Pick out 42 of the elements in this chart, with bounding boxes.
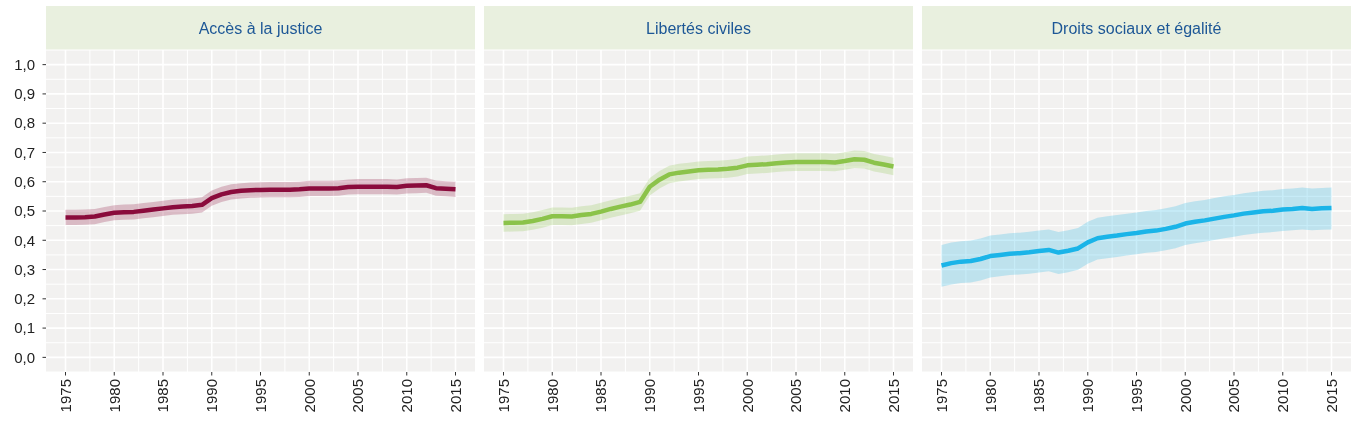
y-tick-label: 0,7 <box>14 143 35 161</box>
x-tick-label: 1975 <box>932 379 950 413</box>
x-tick-label: 2015 <box>884 379 902 413</box>
x-tick-label: 1995 <box>251 379 269 413</box>
x-tick-label: 2010 <box>398 379 415 413</box>
x-tick-label: 2015 <box>1322 379 1340 413</box>
chart-title: Libertés civiles <box>646 20 751 37</box>
x-tick-label: 1980 <box>981 379 999 413</box>
x-tick-label: 1975 <box>56 379 74 413</box>
y-tick-label: 0,3 <box>14 260 35 278</box>
line-series <box>63 182 458 220</box>
x-tick-label: 2010 <box>1274 379 1291 413</box>
x-tick-label: 1990 <box>203 379 220 413</box>
x-tick-label: 2000 <box>1176 379 1194 413</box>
y-tick-label: 0,1 <box>14 319 35 337</box>
x-tick-label: 1990 <box>1079 379 1096 413</box>
x-tick-label: 2000 <box>300 379 318 413</box>
x-tick-label: 1990 <box>641 379 658 413</box>
y-tick-label: 0,8 <box>14 114 35 132</box>
y-tick-label: 0,2 <box>14 290 35 308</box>
x-tick-label: 2005 <box>349 379 367 413</box>
x-tick-label: 1975 <box>494 379 512 413</box>
x-tick-label: 2010 <box>836 379 853 413</box>
x-tick-label: 1985 <box>1030 379 1048 413</box>
y-tick-label: 0,0 <box>14 348 35 366</box>
y-tick-label: 1,0 <box>14 55 35 73</box>
chart-title: Droits sociaux et égalité <box>1051 20 1222 37</box>
x-tick-label: 2005 <box>1225 379 1243 413</box>
x-tick-label: 1985 <box>592 379 610 413</box>
x-tick-label: 2005 <box>787 379 805 413</box>
x-tick-label: 2000 <box>738 379 756 413</box>
y-tick-label: 0,4 <box>14 231 35 249</box>
x-tick-label: 1985 <box>154 379 172 413</box>
x-tick-label: 1980 <box>543 379 561 413</box>
x-tick-label: 1995 <box>1127 379 1145 413</box>
y-tick-label: 0,6 <box>14 172 35 190</box>
x-tick-label: 1980 <box>105 379 123 413</box>
y-tick-label: 0,5 <box>14 202 35 220</box>
x-tick-label: 1995 <box>689 379 707 413</box>
y-tick-label: 0,9 <box>14 85 35 103</box>
chart-title: Accès à la justice <box>198 20 323 37</box>
x-tick-label: 2015 <box>446 379 464 413</box>
